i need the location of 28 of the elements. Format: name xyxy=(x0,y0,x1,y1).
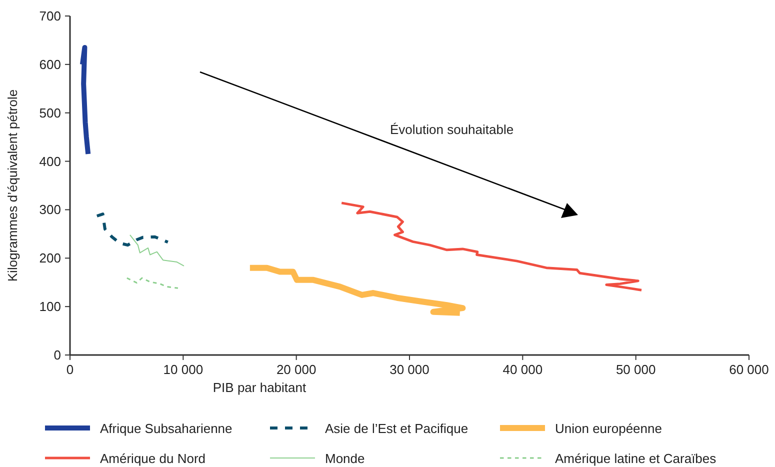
y-tick-label: 0 xyxy=(54,348,61,362)
legend-label: Asie de l’Est et Pacifique xyxy=(325,421,468,436)
y-tick-label: 600 xyxy=(39,56,61,72)
legend-label: Union européenne xyxy=(555,421,662,436)
line-series xyxy=(126,277,179,289)
y-tick-label: 200 xyxy=(39,250,61,266)
line-series xyxy=(129,234,184,266)
legend-label: Amérique du Nord xyxy=(100,451,206,466)
y-tick-label: 500 xyxy=(39,105,61,120)
line-series xyxy=(95,212,170,247)
y-axis-title: Kilogrammes d’équivalent pétrole xyxy=(5,89,20,282)
legend-label: Afrique Subsaharienne xyxy=(100,421,232,436)
legend-label: Monde xyxy=(325,451,365,466)
x-tick-label: 40 000 xyxy=(502,362,543,377)
y-tick-label: 400 xyxy=(39,154,61,169)
x-tick-label: 0 xyxy=(66,362,74,377)
y-tick-label: 300 xyxy=(39,202,61,218)
line-series xyxy=(340,202,643,292)
legend-label: Amérique latine et Caraïbes xyxy=(555,451,717,466)
x-tick-label: 50 000 xyxy=(616,362,656,377)
x-axis-title: PIB par habitant xyxy=(212,380,306,395)
x-tick-label: 20 000 xyxy=(276,362,316,377)
x-tick-label: 10 000 xyxy=(163,362,204,377)
y-tick-label: 100 xyxy=(39,299,61,314)
x-tick-label: 30 000 xyxy=(390,362,430,377)
y-tick-label: 700 xyxy=(39,8,61,24)
annotation: Évolution souhaitable xyxy=(390,122,514,137)
x-tick-label: 60 000 xyxy=(729,362,769,377)
